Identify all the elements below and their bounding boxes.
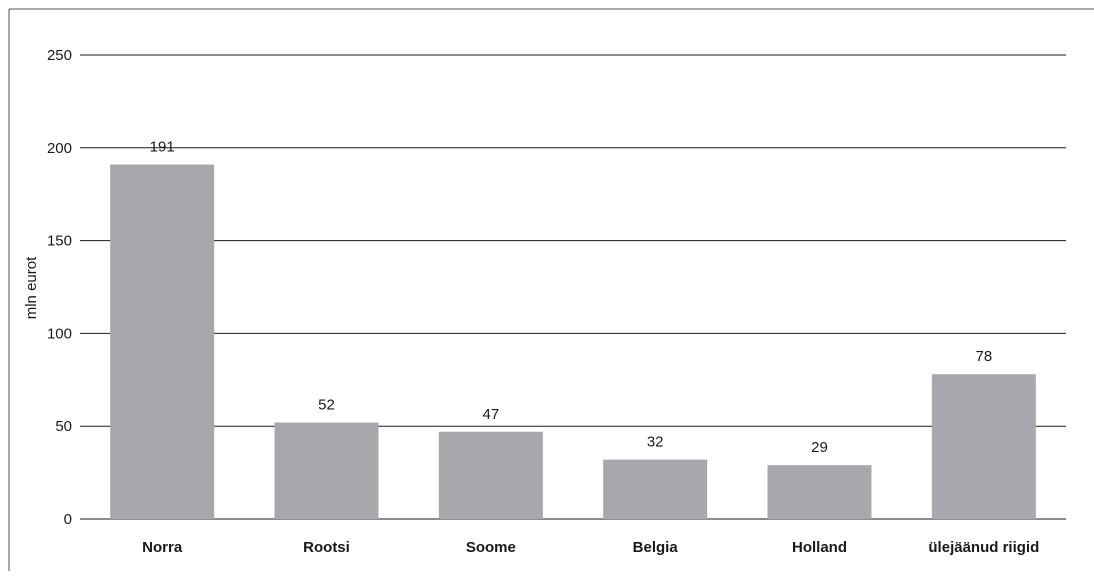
data-label: 191 bbox=[150, 139, 175, 156]
x-category-label: ülejäänud riigid bbox=[928, 539, 1039, 556]
bar-rootsi bbox=[274, 422, 379, 519]
x-category-label: Holland bbox=[792, 539, 847, 556]
data-label: 29 bbox=[811, 439, 828, 456]
y-tick-label: 50 bbox=[55, 418, 72, 435]
bar-soome bbox=[438, 431, 543, 519]
y-tick-label: 250 bbox=[47, 47, 72, 64]
data-labels: 191 52 47 32 29 78 bbox=[150, 139, 993, 457]
x-category-label: Norra bbox=[142, 539, 183, 556]
y-tick-label: 0 bbox=[64, 511, 72, 528]
data-label: 47 bbox=[482, 406, 499, 423]
data-label: 78 bbox=[975, 348, 992, 365]
data-label: 52 bbox=[318, 396, 335, 413]
bars bbox=[110, 164, 1036, 519]
x-category-label: Soome bbox=[466, 539, 516, 556]
x-axis-category-labels: Norra Rootsi Soome Belgia Holland ülejäänud r… bbox=[142, 539, 1039, 556]
bar-ülejäänud-riigid bbox=[931, 374, 1036, 519]
y-axis-tick-labels: 0 50 100 150 200 250 bbox=[47, 47, 72, 528]
y-axis-title: mln eurot bbox=[23, 256, 40, 319]
bar-norra bbox=[110, 164, 215, 519]
y-tick-label: 100 bbox=[47, 325, 72, 342]
data-label: 32 bbox=[647, 434, 664, 451]
bar-belgia bbox=[603, 459, 708, 519]
y-tick-label: 150 bbox=[47, 233, 72, 250]
bar-holland bbox=[767, 465, 872, 519]
y-tick-label: 200 bbox=[47, 140, 72, 157]
gridlines bbox=[80, 54, 1066, 520]
x-category-label: Belgia bbox=[633, 539, 679, 556]
x-category-label: Rootsi bbox=[303, 539, 350, 556]
